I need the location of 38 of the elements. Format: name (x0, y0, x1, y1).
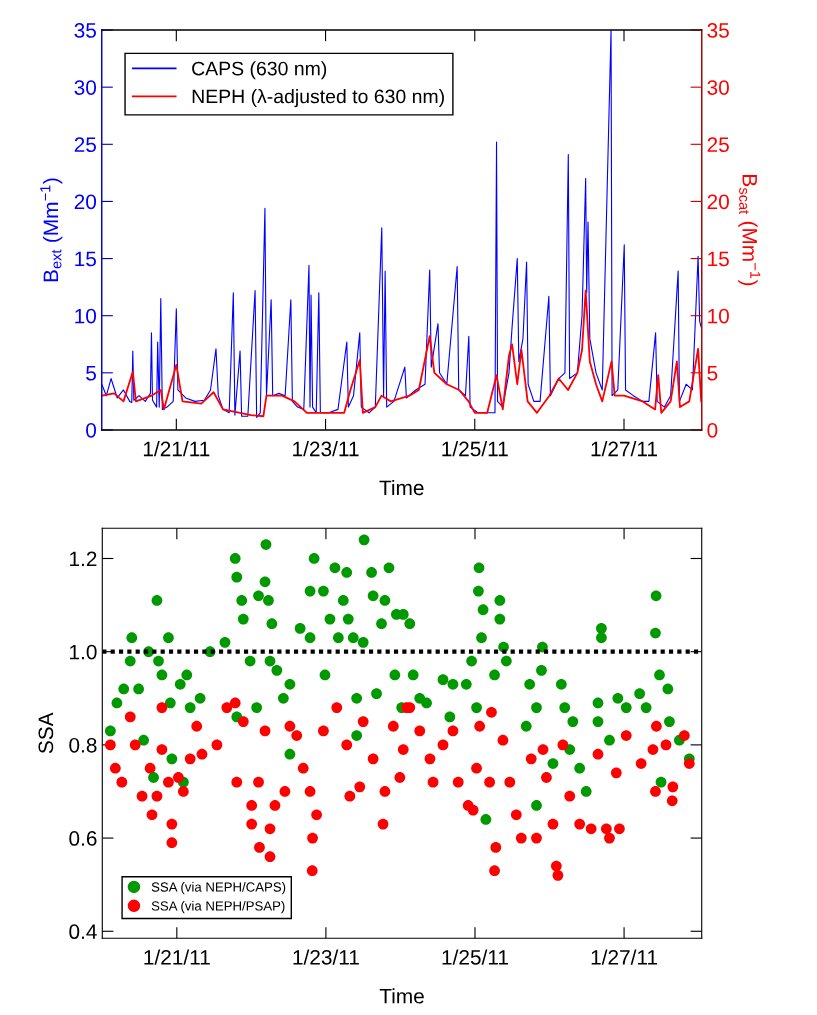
y-tick-label: 0.8 (69, 737, 97, 753)
y2-tick-label: 0 (707, 422, 718, 438)
y2-tick-label: 10 (708, 308, 729, 324)
x-tick-label: 1/23/11 (293, 441, 359, 457)
y2-tick-label: 35 (707, 23, 729, 38)
legend-label: SSA (via NEPH/PSAP) (151, 900, 285, 914)
y-tick-label: 30 (74, 80, 97, 95)
x-tick-label: 1/27/11 (591, 949, 658, 965)
y-tick-label: 10 (75, 308, 97, 324)
y-tick-label: 0.6 (69, 831, 97, 846)
y2-tick-label: 15 (708, 251, 729, 267)
y2-axis-title: B$_{scat}$ (Mm$^{−1}$) (738, 175, 761, 286)
y-tick-label: 1.2 (70, 551, 97, 567)
y-tick-label: 15 (75, 251, 96, 267)
x-tick-label: 1/25/11 (442, 949, 508, 965)
y-tick-label: 25 (74, 137, 96, 153)
y2-tick-label: 20 (707, 194, 729, 210)
x-tick-label: 1/21/11 (144, 949, 210, 965)
y2-tick-label: 30 (707, 80, 729, 95)
x-tick-label: 1/27/11 (591, 441, 657, 457)
x-axis-title: Time (379, 479, 424, 496)
x-tick-label: 1/21/11 (143, 441, 210, 457)
x-tick-label: 1/25/11 (442, 441, 508, 457)
y-tick-label: 0 (86, 422, 97, 438)
y-axis-title: B$_{ext}$ (Mm$^{−1}$) (40, 178, 63, 282)
x-tick-label: 1/23/11 (293, 949, 359, 965)
y-axis-title: SSA (38, 712, 54, 754)
y2-tick-label: 25 (707, 137, 729, 153)
y-tick-label: 5 (86, 366, 96, 381)
legend-label: SSA (via NEPH/CAPS) (151, 882, 286, 895)
legend-label: NEPH (λ-adjusted to 630 nm) (192, 89, 444, 108)
y-tick-label: 20 (74, 194, 97, 210)
y-tick-label: 0.4 (69, 924, 97, 940)
x-axis-title: Time (379, 988, 424, 1004)
y-tick-label: 35 (74, 23, 96, 38)
y2-tick-label: 5 (707, 366, 718, 381)
y-tick-label: 1.0 (70, 644, 97, 660)
legend-label: CAPS (630 nm) (192, 61, 327, 80)
